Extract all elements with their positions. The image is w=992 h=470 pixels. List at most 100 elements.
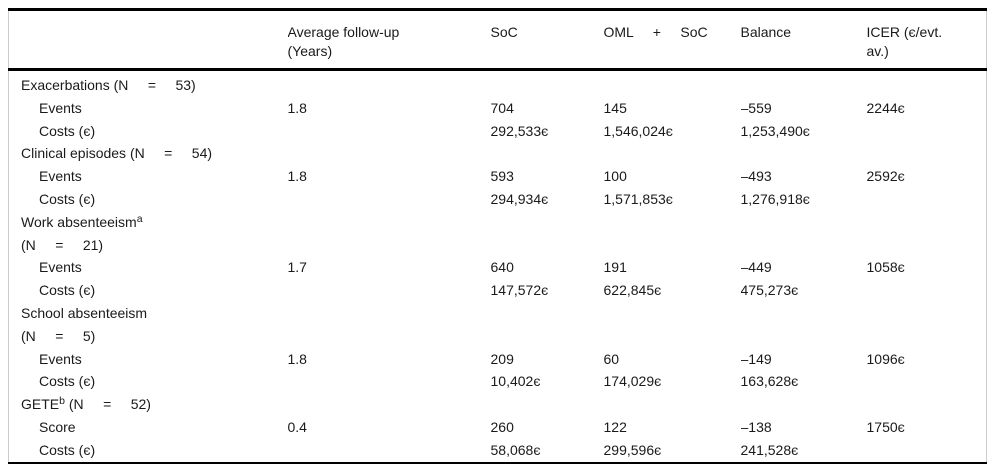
data-row: Costs (є) 147,572є 622,845є 475,273є xyxy=(9,279,987,302)
cell-icer xyxy=(867,188,987,211)
data-row: Costs (є) 58,068є 299,596є 241,528є xyxy=(9,439,987,463)
row-label: Events xyxy=(39,259,82,276)
column-header-line: OML + SoC xyxy=(603,24,708,40)
section-title-text: Clinical episodes (N = 54) xyxy=(21,145,213,162)
cell-soc: 704 xyxy=(490,99,514,116)
section-title-text: (N = 52) xyxy=(64,396,151,413)
cell-oml-soc: 1,571,853є xyxy=(603,190,673,207)
row-label: Costs (є) xyxy=(39,122,96,139)
row-label: Events xyxy=(39,350,82,367)
column-header-oml-soc: OML + SoC xyxy=(603,9,741,71)
column-header-soc: SoC xyxy=(490,9,604,71)
cell-soc: 640 xyxy=(490,259,514,276)
cell-balance: –138 xyxy=(740,418,772,435)
cell-oml-soc: 174,029є xyxy=(603,373,662,390)
cell-follow-up xyxy=(288,188,491,211)
cell-oml-soc: 100 xyxy=(603,168,627,185)
cell-icer: 1058є xyxy=(866,259,905,276)
footnote-marker: b xyxy=(59,395,65,408)
section-title: Work absenteeisma (N = 21) xyxy=(9,211,987,257)
data-row: Costs (є) 294,934є 1,571,853є 1,276,918є xyxy=(9,188,987,211)
section-title-line: Work absenteeisma xyxy=(21,211,986,234)
cell-icer xyxy=(867,120,987,143)
row-label: Costs (є) xyxy=(39,441,96,458)
section-title: School absenteeism (N = 5) xyxy=(9,302,987,348)
section-title-text: (N = 21) xyxy=(21,236,104,253)
cell-balance: –493 xyxy=(740,168,772,185)
section-title: GETEb (N = 52) xyxy=(9,393,987,416)
cell-follow-up: 1.8 xyxy=(287,168,307,185)
cell-soc: 292,533є xyxy=(490,122,549,139)
section-title-row: GETEb (N = 52) xyxy=(9,393,987,416)
cell-oml-soc: 122 xyxy=(603,418,627,435)
section-title-line: (N = 21) xyxy=(21,234,986,257)
cell-balance: 163,628є xyxy=(740,373,799,390)
cell-balance: –559 xyxy=(740,99,772,116)
row-label: Score xyxy=(39,418,76,435)
cell-follow-up: 1.7 xyxy=(287,259,307,276)
column-header-follow-up: Average follow-up (Years) xyxy=(287,9,491,71)
table-header: Average follow-up (Years) SoC OML + SoC Bala… xyxy=(8,9,987,71)
data-row: Events 1.8 704 145 –559 2244є xyxy=(9,97,987,120)
column-header-icer: ICER (є/evt. av.) xyxy=(866,9,987,71)
column-header-line: (Years) xyxy=(287,43,333,59)
cell-icer: 2592є xyxy=(866,168,905,185)
row-label: Costs (є) xyxy=(39,373,96,390)
cell-icer: 1096є xyxy=(866,350,905,367)
cell-soc: 209 xyxy=(490,350,514,367)
cell-oml-soc: 191 xyxy=(603,259,627,276)
cell-icer: 2244є xyxy=(866,99,905,116)
cell-icer xyxy=(867,439,987,463)
section-title-line: Clinical episodes (N = 54) xyxy=(21,142,986,165)
row-label: Events xyxy=(39,168,82,185)
section-title: Clinical episodes (N = 54) xyxy=(9,142,987,165)
cell-follow-up: 1.8 xyxy=(287,99,307,116)
cell-oml-soc: 622,845є xyxy=(603,282,662,299)
cell-oml-soc: 1,546,024є xyxy=(603,122,673,139)
cell-soc: 260 xyxy=(490,418,514,435)
data-row: Events 1.8 593 100 –493 2592є xyxy=(9,165,987,188)
section-title-line: School absenteeism xyxy=(21,302,986,325)
cell-follow-up xyxy=(288,279,491,302)
section-title: Exacerbations (N = 53) xyxy=(9,70,987,97)
section-title-text: (N = 5) xyxy=(21,327,96,344)
section-title-line: Exacerbations (N = 53) xyxy=(21,74,986,97)
section-title-row: Clinical episodes (N = 54) xyxy=(9,142,987,165)
cell-follow-up xyxy=(288,439,491,463)
data-row: Events 1.8 209 60 –149 1096є xyxy=(9,348,987,371)
row-label: Costs (є) xyxy=(39,190,96,207)
section-title-line: (N = 5) xyxy=(21,325,986,348)
footnote-marker: a xyxy=(136,212,143,225)
column-header-row-label xyxy=(8,9,288,71)
table-header-row: Average follow-up (Years) SoC OML + SoC Bala… xyxy=(8,9,987,71)
cell-balance: –449 xyxy=(740,259,772,276)
column-header-line: SoC xyxy=(490,24,518,40)
row-label: Events xyxy=(39,99,82,116)
cell-icer xyxy=(867,370,987,393)
cell-balance: 1,253,490є xyxy=(740,122,810,139)
section-title-text: Work absenteeism xyxy=(21,213,137,230)
cell-balance: 1,276,918є xyxy=(740,190,810,207)
cost-effectiveness-table: Average follow-up (Years) SoC OML + SoC Bala… xyxy=(8,8,987,464)
column-header-line: ICER (є/evt. xyxy=(866,24,943,40)
data-row: Score 0.4 260 122 –138 1750є xyxy=(9,416,987,439)
section-title-text: GETE xyxy=(21,396,60,413)
section-title-text: Exacerbations (N = 53) xyxy=(21,77,196,93)
cell-soc: 593 xyxy=(490,168,514,185)
cell-soc: 294,934є xyxy=(490,190,549,207)
section-title-line: GETEb (N = 52) xyxy=(21,393,986,416)
cell-icer xyxy=(867,279,987,302)
cell-oml-soc: 60 xyxy=(603,350,620,367)
cell-balance: –149 xyxy=(740,350,772,367)
table-body: Exacerbations (N = 53) Events 1.8 704 145 –55… xyxy=(9,70,987,463)
cell-soc: 10,402є xyxy=(490,373,541,390)
cell-soc: 147,572є xyxy=(490,282,549,299)
cell-icer: 1750є xyxy=(866,418,905,435)
row-label: Costs (є) xyxy=(39,282,96,299)
section-title-row: Work absenteeisma (N = 21) xyxy=(9,211,987,257)
data-row: Costs (є) 10,402є 174,029є 163,628є xyxy=(9,370,987,393)
column-header-line: av.) xyxy=(866,43,889,59)
cell-follow-up xyxy=(288,370,491,393)
section-title-text: School absenteeism xyxy=(21,304,148,321)
